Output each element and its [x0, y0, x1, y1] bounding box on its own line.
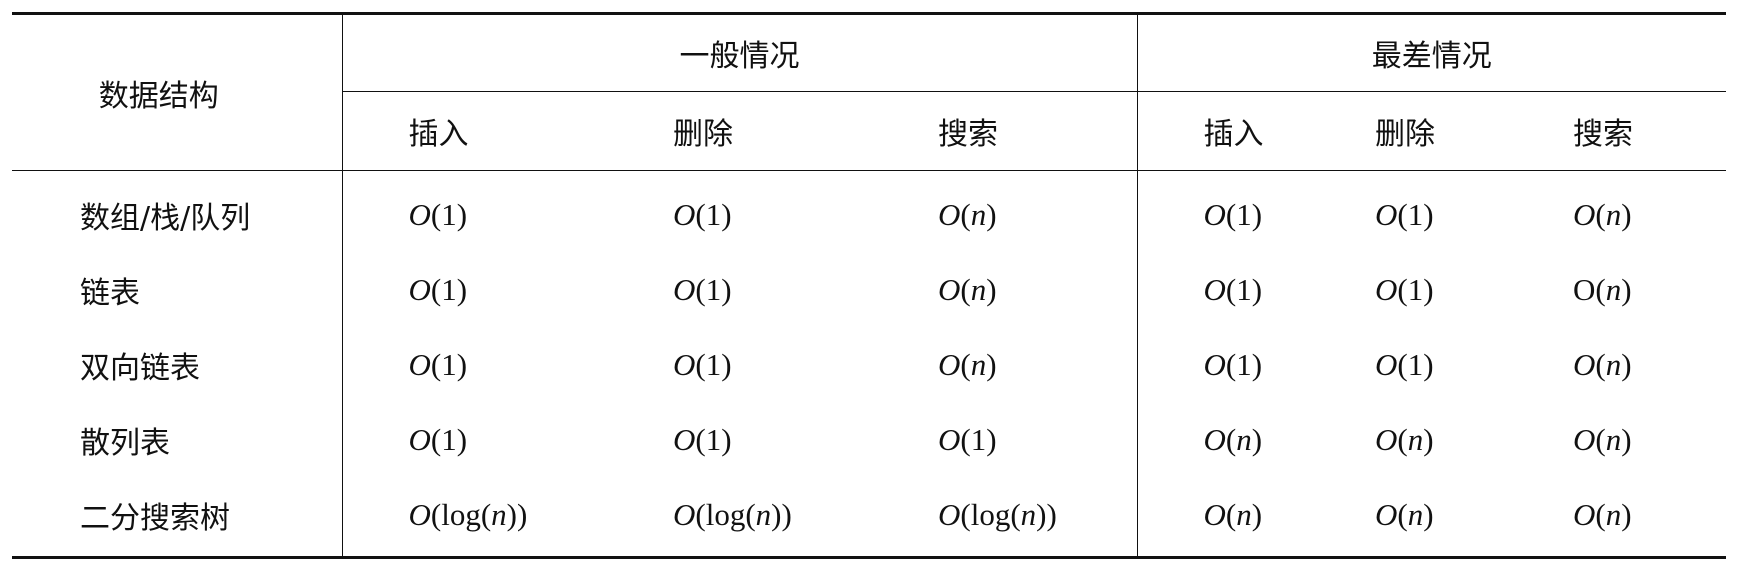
column-header-average-insert: 插入 — [342, 91, 607, 171]
table-row: 散列表 O(1) O(1) O(1) O(n) O(n) O(n) — [12, 402, 1726, 477]
complexity-value: O(1) — [673, 421, 732, 457]
complexity-value: O(n) — [1573, 496, 1632, 532]
complexity-value: O(1) — [673, 271, 732, 307]
column-header-worst-insert: 插入 — [1137, 91, 1334, 171]
complexity-cell: O(1) — [607, 171, 872, 253]
complexity-cell: O(n) — [1529, 402, 1726, 477]
complexity-cell: O(1) — [607, 252, 872, 327]
complexity-cell: O(n) — [1529, 252, 1726, 327]
complexity-value: O(1) — [1203, 196, 1263, 232]
table-row: 二分搜索树 O(log(n)) O(log(n)) O(log(n)) O(n)… — [12, 477, 1726, 556]
complexity-cell: O(n) — [872, 170, 1138, 252]
complexity-cell: O(1) — [342, 252, 607, 327]
complexity-value: O(1) — [408, 346, 468, 382]
complexity-cell: O(1) — [1137, 252, 1333, 327]
complexity-cell: O(1) — [342, 327, 607, 402]
complexity-cell: O(n) — [1529, 477, 1726, 556]
table-row: 数组/栈/队列 O(1) O(1) O(n) O(1) O(1) O(n) — [12, 170, 1726, 253]
complexity-cell: O(1) — [1333, 327, 1529, 402]
complexity-value: O(log(n)) — [938, 496, 1057, 532]
complexity-table: 数据结构 一般情况 最差情况 插入 删除 搜索 插入 删除 搜索 数组/栈/队列… — [12, 15, 1727, 556]
complexity-cell: O(1) — [607, 327, 872, 402]
complexity-value: O(n) — [938, 346, 997, 382]
complexity-value: O(log(n)) — [673, 496, 792, 532]
row-name: 散列表 — [12, 402, 343, 477]
group-header-worst: 最差情况 — [1137, 15, 1727, 92]
column-header-worst-search: 搜索 — [1529, 91, 1727, 171]
complexity-value: O(n) — [1375, 421, 1434, 457]
complexity-value: O(1) — [938, 421, 997, 457]
complexity-value: O(n) — [1573, 196, 1632, 232]
complexity-value: O(1) — [673, 346, 732, 382]
complexity-value: O(n) — [1573, 421, 1632, 457]
complexity-value: O(n) — [938, 271, 997, 307]
complexity-cell: O(n) — [872, 252, 1138, 327]
complexity-value: O(1) — [1375, 271, 1434, 307]
complexity-cell: O(n) — [1137, 402, 1333, 477]
complexity-value: O(n) — [1375, 496, 1434, 532]
header-row-operations: 插入 删除 搜索 插入 删除 搜索 — [12, 91, 1727, 171]
row-header-cell: 数据结构 — [12, 15, 343, 171]
complexity-cell: O(log(n)) — [607, 477, 872, 556]
complexity-cell: O(n) — [1333, 477, 1529, 556]
complexity-value: O(1) — [408, 196, 468, 232]
row-name: 链表 — [12, 252, 343, 327]
complexity-cell: O(log(n)) — [872, 477, 1138, 556]
group-header-average: 一般情况 — [342, 15, 1138, 92]
table-row: 链表 O(1) O(1) O(n) O(1) O(1) O(n) — [12, 252, 1726, 327]
complexity-value: O(1) — [408, 421, 468, 457]
complexity-cell: O(1) — [607, 402, 872, 477]
complexity-cell: O(log(n)) — [342, 477, 607, 556]
column-header-average-search: 搜索 — [872, 91, 1138, 171]
complexity-value: O(n) — [1203, 496, 1263, 532]
complexity-cell: O(1) — [342, 171, 607, 253]
table-row: 双向链表 O(1) O(1) O(n) O(1) O(1) O(n) — [12, 327, 1726, 402]
complexity-cell: O(1) — [1333, 171, 1529, 253]
complexity-cell: O(n) — [1333, 402, 1529, 477]
complexity-cell: O(1) — [1137, 327, 1333, 402]
complexity-cell: O(n) — [872, 327, 1138, 402]
complexity-value: O(1) — [408, 271, 468, 307]
column-header-worst-delete: 删除 — [1333, 91, 1530, 171]
row-name: 二分搜索树 — [12, 477, 343, 556]
complexity-cell: O(1) — [1333, 252, 1529, 327]
complexity-value: O(1) — [673, 196, 732, 232]
row-name: 数组/栈/队列 — [12, 170, 343, 252]
complexity-value: O(1) — [1203, 346, 1263, 382]
complexity-value: O(1) — [1375, 346, 1434, 382]
complexity-value: O(n) — [938, 196, 997, 232]
complexity-value: O(n) — [1573, 346, 1632, 382]
column-header-average-delete: 删除 — [607, 91, 872, 171]
header-row-groups: 数据结构 一般情况 最差情况 — [12, 15, 1727, 171]
complexity-value: O(log(n)) — [408, 496, 528, 532]
complexity-value: O(n) — [1573, 271, 1632, 307]
complexity-cell: O(n) — [1529, 171, 1726, 253]
complexity-value: O(n) — [1203, 421, 1263, 457]
row-name: 双向链表 — [12, 327, 343, 402]
complexity-cell: O(1) — [872, 402, 1138, 477]
complexity-value: O(1) — [1203, 271, 1263, 307]
row-header-label: 数据结构 — [98, 78, 219, 114]
complexity-cell: O(1) — [342, 402, 607, 477]
complexity-cell: O(n) — [1137, 477, 1333, 556]
complexity-cell: O(1) — [1137, 171, 1333, 253]
complexity-value: O(1) — [1375, 196, 1434, 232]
complexity-table-wrapper: 数据结构 一般情况 最差情况 插入 删除 搜索 插入 删除 搜索 数组/栈/队列… — [12, 12, 1727, 559]
complexity-cell: O(n) — [1529, 327, 1726, 402]
